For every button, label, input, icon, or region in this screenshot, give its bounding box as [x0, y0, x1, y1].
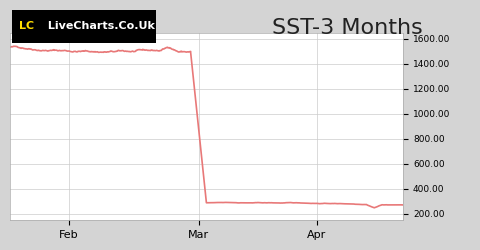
- Text: LC: LC: [19, 21, 35, 31]
- Text: LiveCharts.Co.Uk: LiveCharts.Co.Uk: [44, 21, 155, 31]
- Text: SST-3 Months: SST-3 Months: [272, 18, 422, 38]
- FancyBboxPatch shape: [12, 10, 156, 42]
